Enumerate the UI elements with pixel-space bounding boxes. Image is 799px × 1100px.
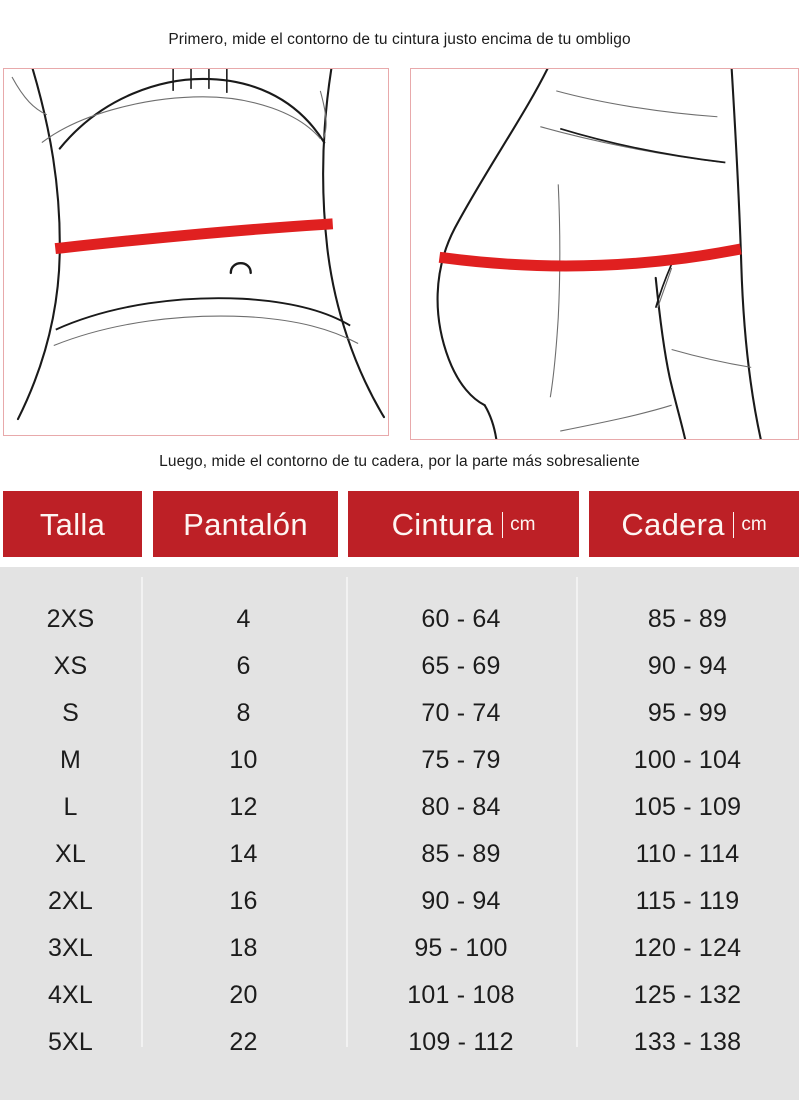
cell-talla: M <box>59 746 82 774</box>
cell-pantalon: 20 <box>229 981 258 1009</box>
table-row: 2XL 16 90 - 94 115 - 119 <box>0 878 799 925</box>
unit-separator-bar <box>501 512 504 538</box>
cell-cadera: 120 - 124 <box>633 934 742 962</box>
cell-cadera: 95 - 99 <box>647 699 728 727</box>
front-torso-waist-diagram <box>3 68 389 436</box>
cell-pantalon: 10 <box>229 746 258 774</box>
cell-pantalon: 18 <box>229 934 258 962</box>
cell-talla: 4XL <box>47 981 94 1009</box>
cell-cadera: 105 - 109 <box>633 793 742 821</box>
cell-pantalon: 16 <box>229 887 258 915</box>
cell-cadera: 85 - 89 <box>647 605 728 633</box>
cell-pantalon: 6 <box>236 652 251 680</box>
cell-talla: 2XS <box>46 605 95 633</box>
cell-talla: 3XL <box>47 934 94 962</box>
cell-cintura: 65 - 69 <box>421 652 501 680</box>
cell-talla: XS <box>53 652 88 680</box>
column-header-cadera-unit: cm <box>741 513 767 535</box>
cell-cintura: 85 - 89 <box>421 840 501 868</box>
unit-separator-bar <box>732 512 735 538</box>
cell-pantalon: 8 <box>236 699 251 727</box>
cell-cintura: 60 - 64 <box>421 605 501 633</box>
column-header-cintura-label: Cintura <box>391 506 494 542</box>
table-row: XS 6 65 - 69 90 - 94 <box>0 643 799 690</box>
column-header-cintura-unit: cm <box>510 513 536 535</box>
cell-cadera: 100 - 104 <box>633 746 742 774</box>
column-header-cintura: Cintura cm <box>348 491 579 557</box>
column-header-pantalon-label: Pantalón <box>183 506 308 542</box>
cell-cintura: 101 - 108 <box>407 981 515 1009</box>
cell-cadera: 115 - 119 <box>635 887 740 915</box>
cell-cintura: 80 - 84 <box>421 793 501 821</box>
column-header-cadera-label: Cadera <box>621 506 725 542</box>
cell-cadera: 133 - 138 <box>633 1028 742 1056</box>
column-divider <box>141 577 143 1047</box>
column-divider <box>346 577 348 1047</box>
cell-pantalon: 14 <box>229 840 258 868</box>
cell-cintura: 95 - 100 <box>414 934 508 962</box>
table-row: 5XL 22 109 - 112 133 - 138 <box>0 1019 799 1066</box>
cell-talla: 2XL <box>47 887 94 915</box>
column-header-talla: Talla <box>3 491 142 557</box>
table-row: L 12 80 - 84 105 - 109 <box>0 784 799 831</box>
waist-instruction-caption: Primero, mide el contorno de tu cintura … <box>168 31 631 48</box>
table-row: 3XL 18 95 - 100 120 - 124 <box>0 925 799 972</box>
cell-talla: XL <box>55 840 86 868</box>
column-header-pantalon: Pantalón <box>153 491 338 557</box>
table-row: 4XL 20 101 - 108 125 - 132 <box>0 972 799 1019</box>
side-hip-diagram <box>410 68 799 440</box>
cell-talla: S <box>62 699 79 727</box>
cell-cintura: 109 - 112 <box>408 1028 514 1056</box>
table-row: 2XS 4 60 - 64 85 - 89 <box>0 596 799 643</box>
cell-cintura: 90 - 94 <box>421 887 501 915</box>
column-divider <box>576 577 578 1047</box>
column-header-talla-label: Talla <box>39 506 106 542</box>
cell-talla: 5XL <box>47 1028 94 1056</box>
cell-cadera: 110 - 114 <box>635 840 740 868</box>
size-chart-table: Talla Pantalón Cintura cm Cadera cm 2XS 4… <box>0 491 799 1100</box>
hip-instruction-caption: Luego, mide el contorno de tu cadera, po… <box>159 453 640 470</box>
table-row: XL 14 85 - 89 110 - 114 <box>0 831 799 878</box>
table-row: S 8 70 - 74 95 - 99 <box>0 690 799 737</box>
table-header-row: Talla Pantalón Cintura cm Cadera cm <box>0 491 799 562</box>
cell-cintura: 70 - 74 <box>421 699 501 727</box>
cell-cadera: 90 - 94 <box>647 652 728 680</box>
cell-cintura: 75 - 79 <box>421 746 501 774</box>
table-row: M 10 75 - 79 100 - 104 <box>0 737 799 784</box>
cell-pantalon: 22 <box>229 1028 258 1056</box>
illustration-panels <box>0 68 799 440</box>
column-header-cadera: Cadera cm <box>589 491 799 557</box>
table-body: 2XS 4 60 - 64 85 - 89 XS 6 65 - 69 90 - 94 S 8 70 … <box>0 567 799 1100</box>
cell-pantalon: 4 <box>236 605 251 633</box>
cell-pantalon: 12 <box>229 793 258 821</box>
cell-talla: L <box>63 793 78 821</box>
cell-cadera: 125 - 132 <box>633 981 742 1009</box>
